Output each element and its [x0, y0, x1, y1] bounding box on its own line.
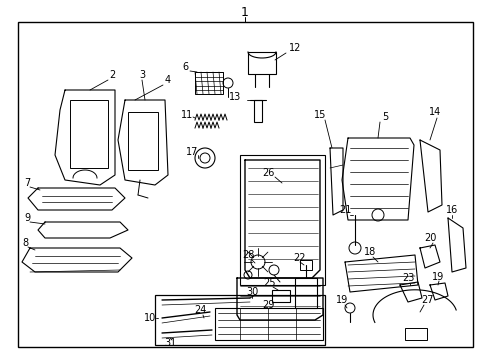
- Text: 19: 19: [431, 272, 443, 282]
- Bar: [240, 155, 325, 285]
- Bar: [271, 290, 289, 302]
- Bar: [247, 52, 275, 74]
- Text: 14: 14: [428, 107, 440, 117]
- Text: 31: 31: [163, 338, 176, 348]
- Text: 25: 25: [263, 278, 276, 288]
- Text: 3: 3: [139, 70, 145, 80]
- Text: 24: 24: [193, 305, 206, 315]
- Bar: [195, 72, 223, 94]
- Bar: [215, 308, 323, 340]
- Text: 22: 22: [293, 253, 305, 263]
- Bar: [253, 100, 262, 122]
- Bar: [404, 328, 426, 340]
- Text: 28: 28: [242, 250, 254, 260]
- Text: 23: 23: [401, 273, 413, 283]
- Text: 13: 13: [228, 92, 241, 102]
- Text: 20: 20: [423, 233, 435, 243]
- Text: 26: 26: [261, 168, 274, 178]
- Text: 4: 4: [164, 75, 171, 85]
- Text: 21: 21: [338, 205, 350, 215]
- Text: 10: 10: [143, 313, 156, 323]
- Text: 29: 29: [261, 300, 274, 310]
- Bar: [294, 278, 316, 308]
- Text: 18: 18: [363, 247, 375, 257]
- Text: 12: 12: [288, 43, 301, 53]
- Text: 9: 9: [24, 213, 30, 223]
- Bar: [128, 112, 158, 170]
- Text: 1: 1: [241, 5, 248, 18]
- Bar: [155, 295, 325, 345]
- Text: 5: 5: [381, 112, 387, 122]
- Bar: [299, 260, 311, 270]
- Text: 30: 30: [245, 287, 258, 297]
- Text: 11: 11: [181, 110, 193, 120]
- Text: 6: 6: [182, 62, 188, 72]
- Text: 17: 17: [185, 147, 198, 157]
- Text: 8: 8: [22, 238, 28, 248]
- Text: 16: 16: [445, 205, 457, 215]
- Text: 19: 19: [335, 295, 347, 305]
- Text: 27: 27: [421, 295, 433, 305]
- Bar: [70, 100, 108, 168]
- Text: 2: 2: [109, 70, 115, 80]
- Text: 15: 15: [313, 110, 325, 120]
- Text: 7: 7: [24, 178, 30, 188]
